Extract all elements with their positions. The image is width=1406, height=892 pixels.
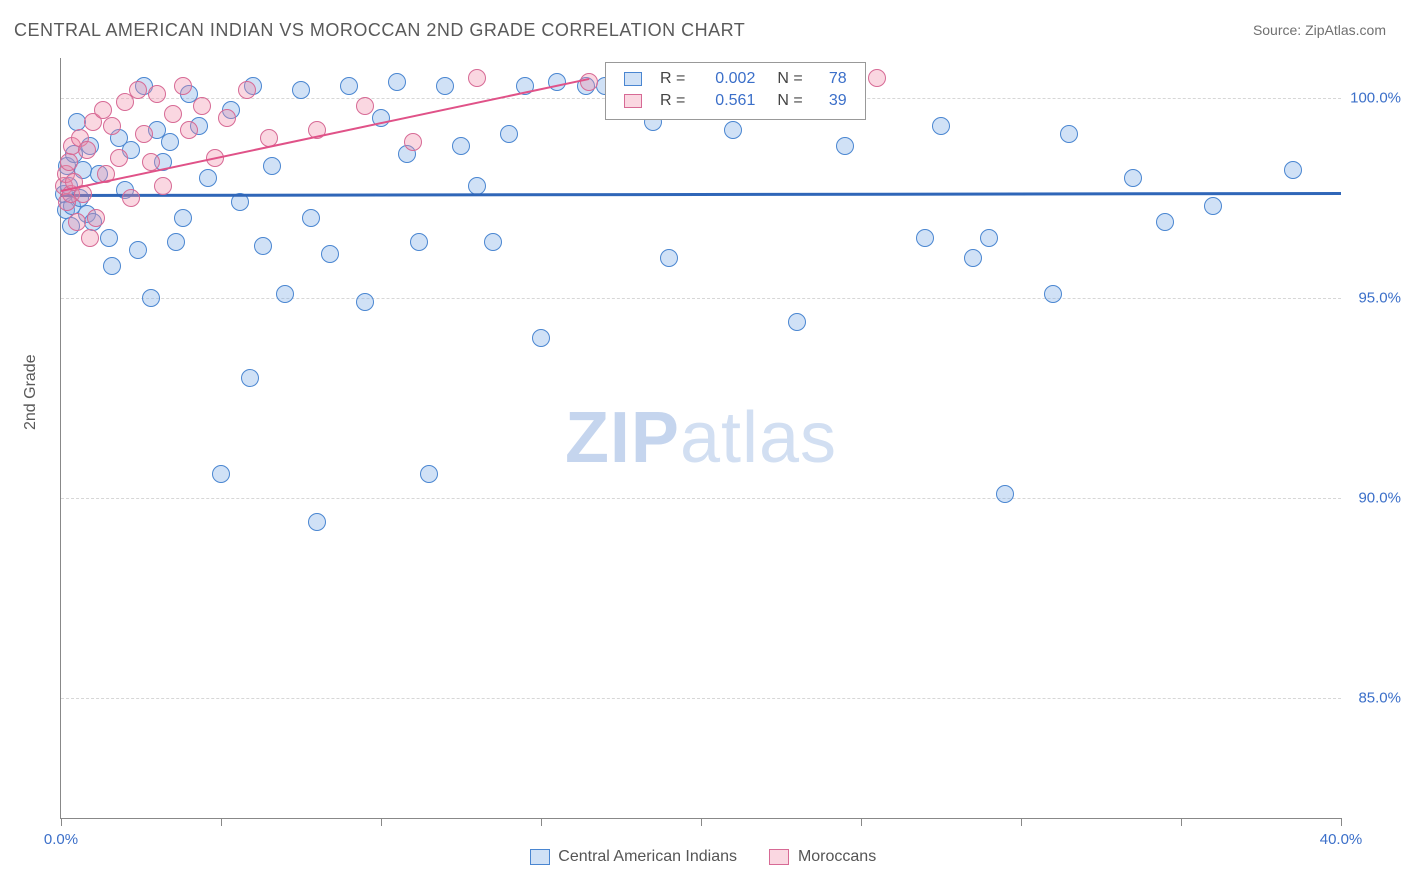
data-point [167, 233, 185, 251]
data-point [308, 513, 326, 531]
data-point [964, 249, 982, 267]
data-point [1044, 285, 1062, 303]
data-point [122, 189, 140, 207]
gridline [61, 498, 1341, 499]
data-point [500, 125, 518, 143]
data-point [103, 257, 121, 275]
gridline [61, 298, 1341, 299]
data-point [356, 293, 374, 311]
data-point [468, 69, 486, 87]
data-point [932, 117, 950, 135]
legend-swatch-2 [769, 849, 789, 865]
data-point [212, 465, 230, 483]
y-axis-label: 2nd Grade [22, 354, 40, 430]
data-point [154, 177, 172, 195]
data-point [980, 229, 998, 247]
chart-title: CENTRAL AMERICAN INDIAN VS MOROCCAN 2ND … [14, 20, 745, 41]
data-point [436, 77, 454, 95]
data-point [532, 329, 550, 347]
data-point [60, 153, 78, 171]
ytick-label: 95.0% [1347, 290, 1401, 307]
data-point [388, 73, 406, 91]
xtick [1181, 818, 1182, 826]
data-point [78, 141, 96, 159]
data-point [321, 245, 339, 263]
ytick-label: 85.0% [1347, 690, 1401, 707]
data-point [199, 169, 217, 187]
data-point [420, 465, 438, 483]
xtick [221, 818, 222, 826]
data-point [404, 133, 422, 151]
data-point [238, 81, 256, 99]
data-point [452, 137, 470, 155]
data-point [263, 157, 281, 175]
data-point [164, 105, 182, 123]
trend-line [61, 192, 1341, 197]
xtick [1021, 818, 1022, 826]
data-point [1124, 169, 1142, 187]
data-point [142, 153, 160, 171]
source-label: Source: ZipAtlas.com [1253, 22, 1386, 38]
xtick [701, 818, 702, 826]
scatter-plot: ZIPatlas 85.0%90.0%95.0%100.0%0.0%40.0%R… [60, 58, 1341, 819]
data-point [484, 233, 502, 251]
data-point [836, 137, 854, 155]
data-point [129, 81, 147, 99]
ytick-label: 90.0% [1347, 490, 1401, 507]
xtick [541, 818, 542, 826]
watermark: ZIPatlas [565, 397, 837, 479]
data-point [148, 85, 166, 103]
data-point [724, 121, 742, 139]
data-point [110, 149, 128, 167]
data-point [254, 237, 272, 255]
data-point [180, 121, 198, 139]
data-point [996, 485, 1014, 503]
data-point [129, 241, 147, 259]
data-point [161, 133, 179, 151]
data-point [81, 229, 99, 247]
data-point [1204, 197, 1222, 215]
gridline [61, 698, 1341, 699]
data-point [660, 249, 678, 267]
ytick-label: 100.0% [1347, 90, 1401, 107]
data-point [218, 109, 236, 127]
xtick [381, 818, 382, 826]
data-point [356, 97, 374, 115]
legend-label-1: Central American Indians [558, 848, 737, 865]
data-point [1284, 161, 1302, 179]
data-point [340, 77, 358, 95]
data-point [580, 73, 598, 91]
data-point [302, 209, 320, 227]
data-point [103, 117, 121, 135]
data-point [193, 97, 211, 115]
stats-legend: R =0.002N =78R =0.561N =39 [605, 62, 866, 120]
xtick [1341, 818, 1342, 826]
bottom-legend: Central American Indians Moroccans [0, 848, 1406, 866]
data-point [276, 285, 294, 303]
data-point [868, 69, 886, 87]
data-point [916, 229, 934, 247]
xtick-label: 40.0% [1320, 831, 1363, 848]
data-point [174, 209, 192, 227]
xtick-label: 0.0% [44, 831, 78, 848]
xtick [61, 818, 62, 826]
xtick [861, 818, 862, 826]
data-point [788, 313, 806, 331]
legend-swatch-1 [530, 849, 550, 865]
data-point [468, 177, 486, 195]
legend-label-2: Moroccans [798, 848, 876, 865]
data-point [174, 77, 192, 95]
data-point [135, 125, 153, 143]
data-point [87, 209, 105, 227]
data-point [241, 369, 259, 387]
data-point [100, 229, 118, 247]
data-point [68, 213, 86, 231]
data-point [1060, 125, 1078, 143]
data-point [142, 289, 160, 307]
data-point [410, 233, 428, 251]
data-point [1156, 213, 1174, 231]
data-point [292, 81, 310, 99]
data-point [94, 101, 112, 119]
